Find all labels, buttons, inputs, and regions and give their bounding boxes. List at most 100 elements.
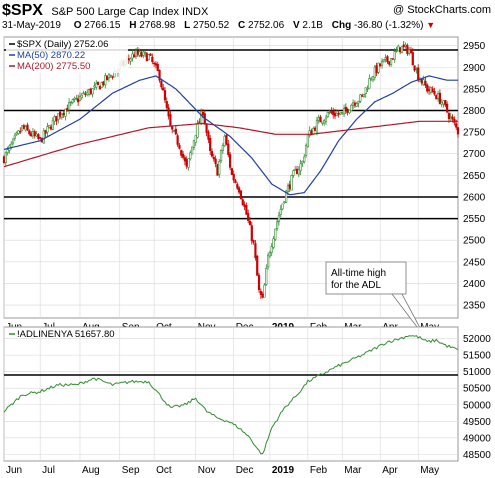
candle-body bbox=[286, 185, 290, 193]
adl-x-tick: Apr bbox=[382, 465, 398, 476]
candle-body bbox=[191, 146, 194, 155]
candle-body bbox=[205, 124, 208, 133]
candle-body bbox=[162, 87, 165, 91]
candle-body bbox=[299, 163, 302, 172]
candle-body bbox=[33, 131, 36, 136]
candle-body bbox=[93, 85, 96, 88]
candle-body bbox=[44, 130, 47, 134]
candle-body bbox=[143, 52, 147, 54]
candle-body bbox=[207, 131, 210, 140]
candle-body bbox=[172, 130, 176, 132]
candle-body bbox=[98, 85, 101, 90]
candle-body bbox=[60, 113, 63, 118]
candle-body bbox=[266, 254, 270, 268]
candle-body bbox=[333, 112, 337, 117]
candle-body bbox=[239, 190, 243, 199]
candle-body bbox=[214, 158, 217, 164]
candle-body bbox=[420, 79, 423, 84]
price-y-tick: 2550 bbox=[463, 214, 486, 225]
candle-body bbox=[180, 149, 183, 156]
candle-body bbox=[35, 133, 38, 137]
candle-body bbox=[37, 134, 40, 139]
candle-body bbox=[228, 154, 232, 168]
candle-body bbox=[75, 97, 78, 100]
candle-body bbox=[268, 252, 271, 257]
price-y-tick: 2600 bbox=[463, 192, 486, 203]
adl-x-tick: Jul bbox=[42, 465, 55, 476]
candle-body bbox=[375, 65, 378, 74]
change-value: -36.80 (-1.32%) bbox=[353, 20, 424, 31]
candle-body bbox=[276, 221, 279, 229]
candle-body bbox=[359, 94, 362, 102]
candle-body bbox=[174, 128, 177, 135]
candle-body bbox=[100, 82, 103, 88]
candle-body bbox=[351, 102, 355, 106]
candle-body bbox=[366, 88, 369, 90]
candle-body bbox=[402, 44, 405, 48]
candle-body bbox=[227, 143, 230, 156]
candle-body bbox=[53, 116, 56, 122]
price-legend-entry: MA(50) 2870.22 bbox=[17, 50, 85, 61]
candle-body bbox=[370, 78, 373, 80]
candle-body bbox=[68, 102, 71, 111]
candle-body bbox=[26, 124, 29, 131]
candle-body bbox=[160, 80, 163, 88]
price-legend-entry: MA(200) 2775.50 bbox=[17, 61, 90, 72]
candle-body bbox=[261, 293, 264, 298]
candle-body bbox=[324, 117, 328, 122]
candle-body bbox=[17, 130, 20, 134]
candle-body bbox=[198, 121, 201, 123]
adl-x-tick: Mar bbox=[344, 465, 362, 476]
candle-body bbox=[42, 130, 45, 144]
candle-body bbox=[73, 97, 76, 100]
candle-body bbox=[138, 51, 141, 56]
candle-body bbox=[30, 133, 33, 137]
adl-panel-frame bbox=[3, 326, 459, 462]
candle-body bbox=[104, 75, 107, 86]
adl-x-tick: 2019 bbox=[272, 465, 295, 476]
candle-body bbox=[131, 53, 134, 59]
candle-body bbox=[250, 225, 253, 242]
candle-body bbox=[66, 108, 69, 112]
candle-body bbox=[306, 134, 309, 148]
symbol: $SPX bbox=[2, 2, 43, 19]
adl-x-tick: Jun bbox=[6, 465, 22, 476]
candle-body bbox=[154, 63, 158, 66]
price-y-tick: 2400 bbox=[463, 279, 486, 290]
candle-body bbox=[440, 102, 443, 105]
candle-body bbox=[183, 157, 186, 162]
candle-body bbox=[373, 66, 376, 79]
candle-body bbox=[169, 114, 172, 126]
candle-body bbox=[4, 152, 7, 163]
candle-body bbox=[129, 58, 132, 62]
open-label: O bbox=[73, 20, 82, 31]
price-y-tick: 2850 bbox=[463, 84, 486, 95]
candle-body bbox=[323, 120, 326, 124]
candle-body bbox=[451, 116, 454, 120]
candle-body bbox=[105, 75, 109, 80]
candle-body bbox=[31, 131, 35, 137]
annotation-text: All-time high bbox=[331, 268, 386, 279]
candle-body bbox=[438, 92, 442, 105]
candle-body bbox=[297, 169, 300, 175]
candle-body bbox=[133, 54, 136, 58]
price-y-tick: 2800 bbox=[463, 106, 486, 117]
candle-body bbox=[225, 135, 228, 145]
candle-body bbox=[127, 58, 130, 61]
adl-y-tick: 51000 bbox=[463, 367, 491, 378]
candle-body bbox=[156, 63, 159, 72]
candle-body bbox=[335, 112, 338, 116]
candle-body bbox=[111, 76, 114, 78]
candle-body bbox=[243, 204, 246, 208]
low-label: L bbox=[184, 20, 191, 31]
high-value: 2768.98 bbox=[139, 20, 176, 31]
candle-body bbox=[315, 120, 319, 133]
candle-body bbox=[151, 56, 154, 63]
candle-body bbox=[247, 213, 250, 221]
candle-body bbox=[176, 135, 179, 145]
candle-body bbox=[274, 228, 277, 240]
candle-body bbox=[238, 187, 241, 193]
candle-body bbox=[339, 112, 342, 115]
adl-y-tick: 51500 bbox=[463, 351, 491, 362]
